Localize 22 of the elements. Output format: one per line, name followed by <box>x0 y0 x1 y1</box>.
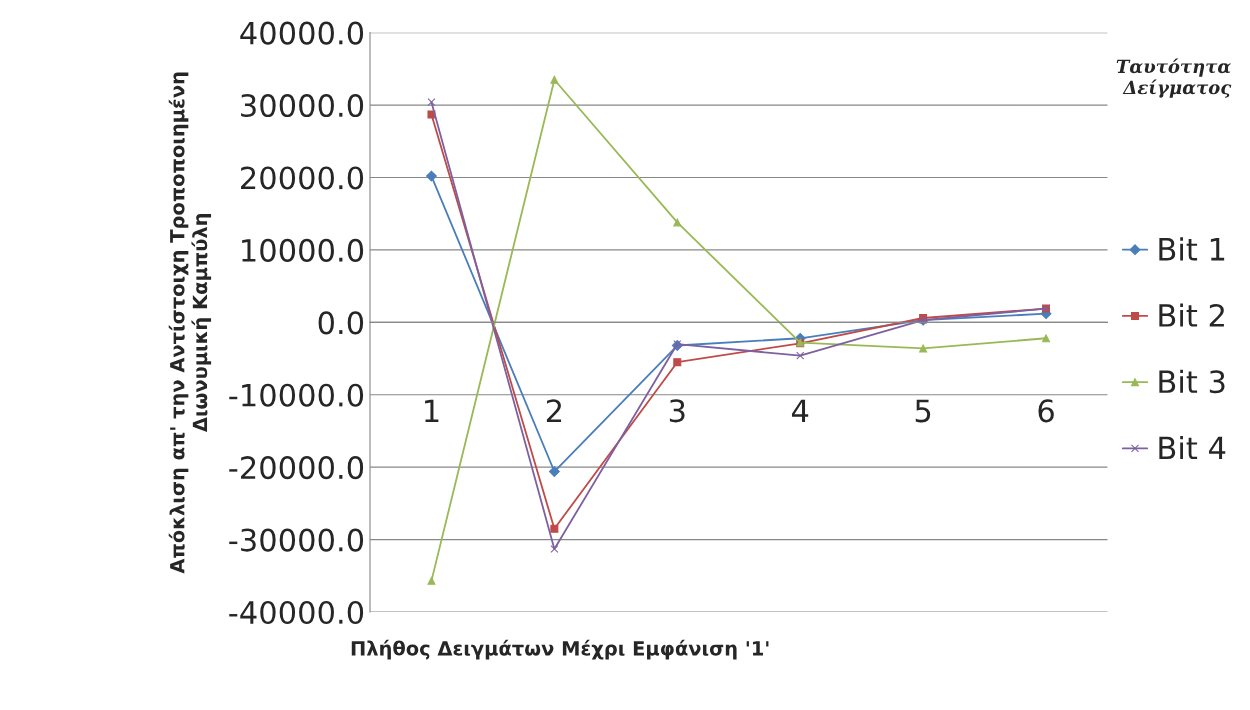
x-axis-title: Πλήθος Δειγμάτων Μέχρι Εμφάνιση '1' <box>351 639 769 660</box>
x-tick-label: 5 <box>915 399 931 423</box>
y-tick-label: 10000.0 <box>242 238 364 262</box>
x-tick-label: 1 <box>425 399 439 422</box>
y-tick-label: 20000.0 <box>241 166 364 190</box>
y-tick-label: -30000.0 <box>229 528 364 552</box>
legend-title: Ταυτότητα Δείγματος <box>1116 58 1232 98</box>
legend-label: Bit 3 <box>1159 369 1225 394</box>
legend-label: Bit 4 <box>1159 435 1226 460</box>
y-tick-label: 40000.0 <box>240 21 364 45</box>
x-tick-label: 2 <box>546 399 562 422</box>
x-tick-label: 4 <box>791 399 809 422</box>
y-tick-label: 30000.0 <box>241 94 364 118</box>
legend-label: Bit 1 <box>1159 237 1225 261</box>
y-tick-label: -10000.0 <box>229 383 364 407</box>
legend-label: Bit 2 <box>1159 303 1224 327</box>
y-tick-label: -40000.0 <box>229 600 364 625</box>
y-tick-label: -20000.0 <box>229 456 364 480</box>
y-tick-label: 0.0 <box>318 311 364 335</box>
x-tick-label: 3 <box>669 399 685 423</box>
y-axis-title: Απόκλιση απ' την Αντίστοιχη Τροποποιημένη Διωνυμική Καμπύλη <box>168 72 212 574</box>
x-tick-label: 6 <box>1038 399 1054 423</box>
